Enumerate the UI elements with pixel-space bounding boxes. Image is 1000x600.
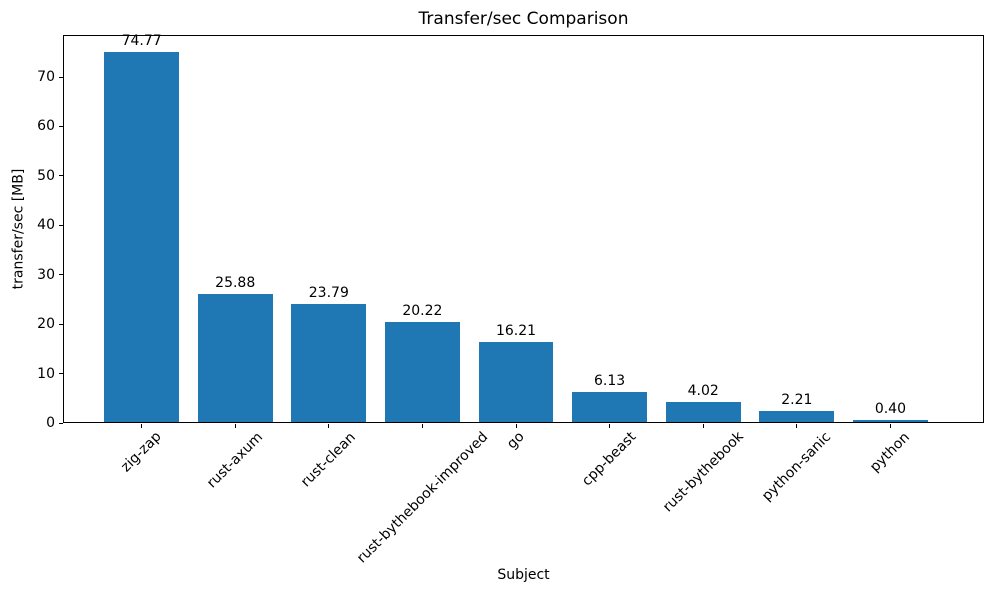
y-axis-tick-label: 30 xyxy=(37,266,55,283)
y-axis-tick xyxy=(59,175,63,177)
x-axis-tick-label: rust-clean xyxy=(298,428,360,490)
y-axis-label: transfer/sec [MB] xyxy=(10,168,27,290)
x-axis-tick-label: go xyxy=(504,428,528,453)
x-axis-tick xyxy=(796,424,798,428)
x-axis-tick xyxy=(609,424,611,428)
plot-area xyxy=(63,35,984,423)
x-axis-tick xyxy=(328,424,330,428)
y-axis-tick-label: 0 xyxy=(46,415,55,431)
x-axis-tick-label: rust-bythebook xyxy=(659,428,747,516)
y-axis-tick-label: 50 xyxy=(37,167,55,184)
bar xyxy=(384,322,460,422)
x-axis-tick xyxy=(515,424,517,428)
y-axis-label-container: transfer/sec [MB] xyxy=(6,35,30,423)
bar-value-label: 20.22 xyxy=(402,303,443,320)
bar xyxy=(197,294,273,422)
chart-title: Transfer/sec Comparison xyxy=(418,9,629,29)
bar xyxy=(759,411,835,422)
bar xyxy=(478,341,554,422)
y-axis-tick-label: 70 xyxy=(37,69,55,85)
y-axis-tick xyxy=(59,373,63,375)
x-axis-label: Subject xyxy=(497,567,550,583)
bar xyxy=(104,52,180,422)
bar xyxy=(852,420,928,422)
y-axis-tick xyxy=(59,125,63,127)
y-axis-tick-label: 10 xyxy=(37,365,55,382)
x-axis-tick-label: rust-bythebook-improved xyxy=(353,428,491,567)
x-axis-tick-label: rust-axum xyxy=(204,428,267,492)
bar-value-label: 6.13 xyxy=(594,372,626,389)
x-axis-tick xyxy=(421,424,423,428)
y-axis-tick xyxy=(59,76,63,78)
y-axis-tick xyxy=(59,422,63,424)
y-axis-tick-label: 40 xyxy=(37,217,55,234)
bar-value-label: 16.21 xyxy=(495,322,537,339)
x-axis-tick-label: python xyxy=(867,428,914,475)
x-axis-tick-label: cpp-beast xyxy=(579,428,640,490)
bar-value-label: 25.88 xyxy=(215,275,256,292)
y-axis-tick-label: 20 xyxy=(37,316,55,333)
y-axis-tick xyxy=(59,274,63,276)
x-axis-tick xyxy=(889,424,891,428)
x-axis-tick-label: zig-zap xyxy=(118,428,165,476)
bar-value-label: 0.40 xyxy=(874,401,906,418)
x-axis-tick xyxy=(141,424,143,428)
y-axis-tick xyxy=(59,323,63,325)
x-axis-tick xyxy=(234,424,236,428)
bar xyxy=(665,402,741,422)
x-axis-tick-label: python-sanic xyxy=(759,428,835,505)
bar-value-label: 74.77 xyxy=(121,33,162,50)
y-axis-tick xyxy=(59,224,63,226)
bar xyxy=(572,391,648,422)
bar-value-label: 23.79 xyxy=(308,285,349,302)
bar xyxy=(291,304,367,422)
bar-value-label: 2.21 xyxy=(781,392,813,409)
y-axis-tick-label: 60 xyxy=(37,118,55,135)
x-axis-tick xyxy=(702,424,704,428)
bar-value-label: 4.02 xyxy=(687,383,719,400)
